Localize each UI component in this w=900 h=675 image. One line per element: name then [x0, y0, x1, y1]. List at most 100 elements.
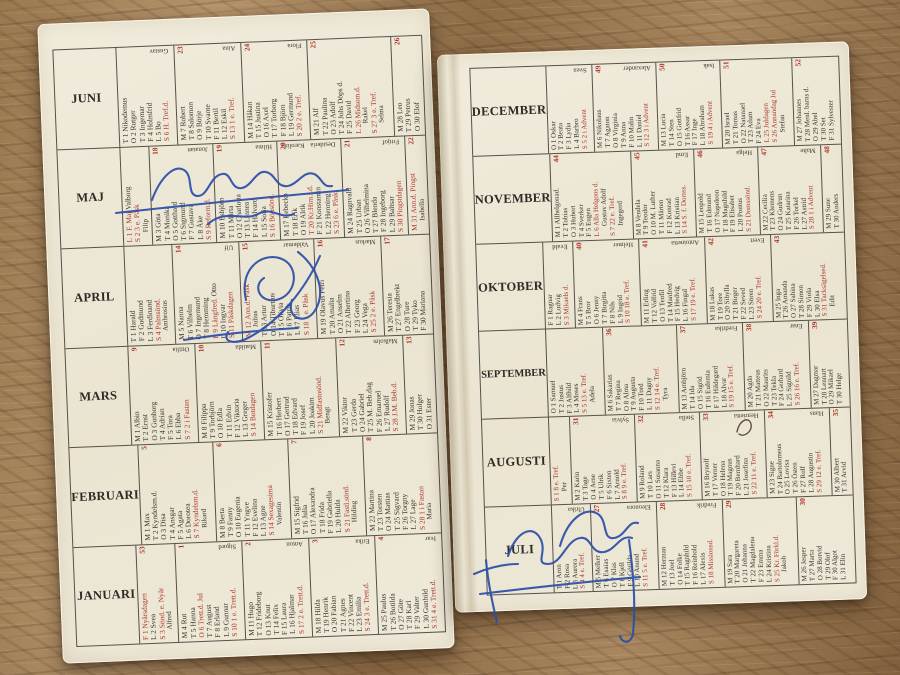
week-number: 47 [758, 147, 768, 156]
month-band-januari: JANUARI F 1 Nyårsdagen 53 L 2 Svea S 3 Sönd.… [73, 533, 445, 647]
week-column: Fredrik M 12 Herman 28 T 13 Joel O 14 Folke T… [656, 499, 726, 589]
calendar-page-right: DECEMBER Sven O 1 Oskar T 2 Beata F 3 Lydia L… [436, 41, 868, 613]
displaced-name-upside-down: Hans [809, 409, 824, 418]
week-number: 6 [214, 443, 224, 448]
displaced-name: Adela [588, 385, 597, 403]
day-entry: T 30 Anders [831, 193, 841, 229]
day-entry: S 10 1 e. Trett.d. [228, 587, 240, 637]
week-columns: Ulrika T 1 Aron F 2 Rosa L 3 Aurora S 4 4 e.… [551, 496, 856, 593]
week-column: Aina M 7 Robert 23 T 8 Salomon O 9 Börje T 10… [174, 42, 245, 145]
displaced-name-strip: Gustav [149, 47, 168, 55]
displaced-name: Selma [376, 105, 386, 124]
week-columns: L 1 F. Maj Valborg S 2 3 e. Påsk Filip Jona… [120, 135, 429, 246]
week-column: M 21 Alf 25 T 22 Paulina O 23 Adolf T 24 Joh… [307, 36, 396, 139]
displaced-name-upside-down: Emil [675, 150, 689, 158]
day-entry: O 30 Elof [411, 102, 422, 132]
week-column: Gustav T 1 Nikodemus O 2 Rutger T 3 Ingemar… [116, 45, 179, 147]
displaced-name-strip: Eleonora [627, 503, 651, 511]
month-band-maj: MAJ L 1 F. Maj Valborg S 2 3 e. Påsk Filip J… [57, 135, 430, 250]
displaced-name-strip: Hilma [255, 142, 272, 150]
week-number: 38 [744, 324, 754, 332]
displaced-name-strip: Erika [355, 537, 370, 545]
displaced-name-upside-down: Ivar [425, 534, 437, 542]
calendar-page-left: JUNI Gustav T 1 Nikodemus O 2 Rutger T 3 Ing… [37, 8, 455, 664]
displaced-name-upside-down: Evald [552, 242, 568, 250]
week-columns: Gustav T 1 Nikodemus O 2 Rutger T 3 Ingemar… [116, 36, 425, 147]
week-column: Sven O 1 Oskar T 2 Beata F 3 Lydia L 4 Barbr… [545, 64, 596, 154]
displaced-name-upside-down: Desideria [310, 139, 336, 148]
week-column: Erika M 18 Hilda 3 T 19 Henrik O 20 Fabian T … [308, 535, 380, 637]
week-number: 2 [243, 541, 253, 546]
week-column: M 8 Berta 6 T 9 Fanny O 10 Eugenia T 11 Yngv… [213, 439, 292, 541]
displaced-name: Valentin [274, 501, 284, 526]
day-entry: S 17 2 e. Trett.d. [294, 584, 306, 635]
displaced-name-strip: Fritjof [383, 137, 400, 145]
month-band-mars: MARS Ottilia M 1 Albin 9 T 2 Ernst O 3 Gunbor… [65, 333, 438, 449]
displaced-name-upside-down: Sven [573, 66, 587, 74]
day-entry: S 26 16 e. Tref. [792, 362, 802, 406]
week-number: 48 [822, 145, 832, 154]
week-number: 16 [315, 239, 325, 248]
displaced-name-upside-down: Sigurd [218, 542, 237, 550]
week-column: Alexander M 6 Nikolaus 49 T 7 Agaton O 8 Vir… [592, 62, 660, 152]
appended-name-day: Otto [208, 283, 218, 297]
week-column: M 26 Jesper 30 T 27 Marta O 28 Botvid T 29 O… [797, 496, 856, 585]
displaced-name-strip: Flora [288, 42, 302, 50]
week-column: Ottilia M 1 Albin 9 T 2 Ernst O 3 Gunborg T 4… [128, 343, 199, 445]
week-column: Antoinetta M 11 Erling 41 T 12 Valfrid O 13 … [639, 236, 708, 326]
week-number: 42 [705, 237, 716, 246]
week-column: M 20 Israel 51 T 21 Tomas O 22 Natanael T 23… [720, 58, 796, 148]
week-column: M 30 Albert 35 T 31 Arvid [829, 408, 852, 495]
displaced-name: Hilding [349, 500, 359, 523]
month-name: APRIL [61, 246, 129, 348]
displaced-name-strip: Aina [222, 44, 235, 52]
displaced-name-upside-down: Helmer [613, 240, 634, 248]
week-column: Malkolm M 22 Viktor 12 T 23 Gerda O 24 Gabri… [336, 335, 408, 437]
week-number: 49 [593, 65, 603, 74]
day-entry: S 23 6 e. Påsk [330, 192, 341, 235]
week-number: 30 [797, 498, 808, 506]
day-entry: S 22 11 e. Tref. [749, 451, 759, 495]
day-entry: S 29 12 e. Tref. [813, 449, 824, 493]
month-name: FEBRUARI [69, 445, 142, 547]
month-name: NOVEMBER [473, 154, 554, 244]
week-column: Helga M 15 Leopold 46 T 16 Edmund O 17 Napol… [694, 147, 761, 237]
week-number: 17 [382, 237, 392, 245]
week-number: 39 [809, 321, 819, 330]
day-entry: S 20 2 e. Tref. [293, 94, 305, 137]
month-name: DECEMBER [470, 66, 549, 156]
day-entry: S 7 2 i Fastan [181, 399, 192, 440]
week-number: 51 [721, 61, 731, 69]
displaced-name-strip: Helmer [613, 240, 633, 248]
displaced-name-upside-down: Alexander [622, 63, 651, 72]
week-number: 44 [551, 154, 561, 163]
week-column: Ivar M 25 Paulus 4 T 26 Botilda O 27 Göte T 2… [375, 533, 445, 634]
displaced-name-strip: Helga [736, 148, 752, 156]
month-band-juni: JUNI Gustav T 1 Nikodemus O 2 Rutger T 3 Ing… [53, 35, 426, 150]
week-number: 13 [404, 335, 414, 344]
week-column: Matilda M 8 Filippa 10 T 9 Torbjörn O 10 Edl… [194, 340, 266, 442]
displaced-name: Per [559, 481, 569, 492]
displaced-name-upside-down: Sylvia [612, 416, 630, 424]
day-entry: S 10 18 e. Tref. [622, 279, 633, 324]
day-entry: S 9 Reform.d. [202, 197, 214, 240]
displaced-name-strip: Sven [573, 66, 586, 73]
displaced-name: Isabella [417, 198, 427, 221]
displaced-name-strip: Markus [355, 238, 375, 246]
displaced-name-strip: Ivar [425, 534, 436, 541]
displaced-name: Jakob [780, 555, 789, 572]
week-column: Enar M 20 Agda 38 T 21 Matteus O 22 Maurits T… [742, 321, 812, 411]
week-column: Hans M 23 Signe 34 T 24 Bartolomeus O 25 Lov… [764, 408, 833, 498]
week-number: 52 [793, 58, 803, 67]
displaced-name-upside-down: Evert [750, 235, 765, 244]
week-number: 21 [342, 139, 352, 147]
week-number: 40 [574, 241, 584, 250]
month-band-oktober: OKTOBER Evald F 1 Ragnar L 2 Ludvig S 3 Mika… [476, 232, 847, 333]
week-column: M 15 Kristofer 11 T 16 Herbert O 17 Gertrud… [261, 337, 341, 440]
day-entry: S 25 2 e. Påsk [367, 290, 379, 333]
day-entry: S 21 Domssönd. [743, 185, 753, 232]
day-entry: S 19 15 e. Tref. [726, 364, 737, 408]
week-number: 12 [337, 338, 347, 347]
week-column: Stella M 9 Roland 32 T 10 Lars O 11 Susanna T… [635, 412, 703, 502]
